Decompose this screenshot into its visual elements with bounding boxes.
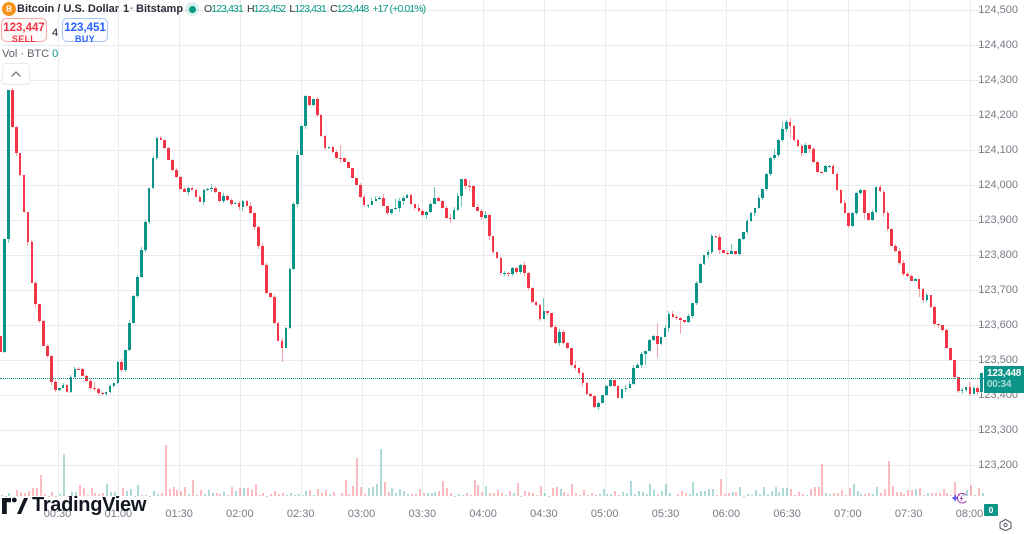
svg-text:B: B — [6, 5, 12, 14]
